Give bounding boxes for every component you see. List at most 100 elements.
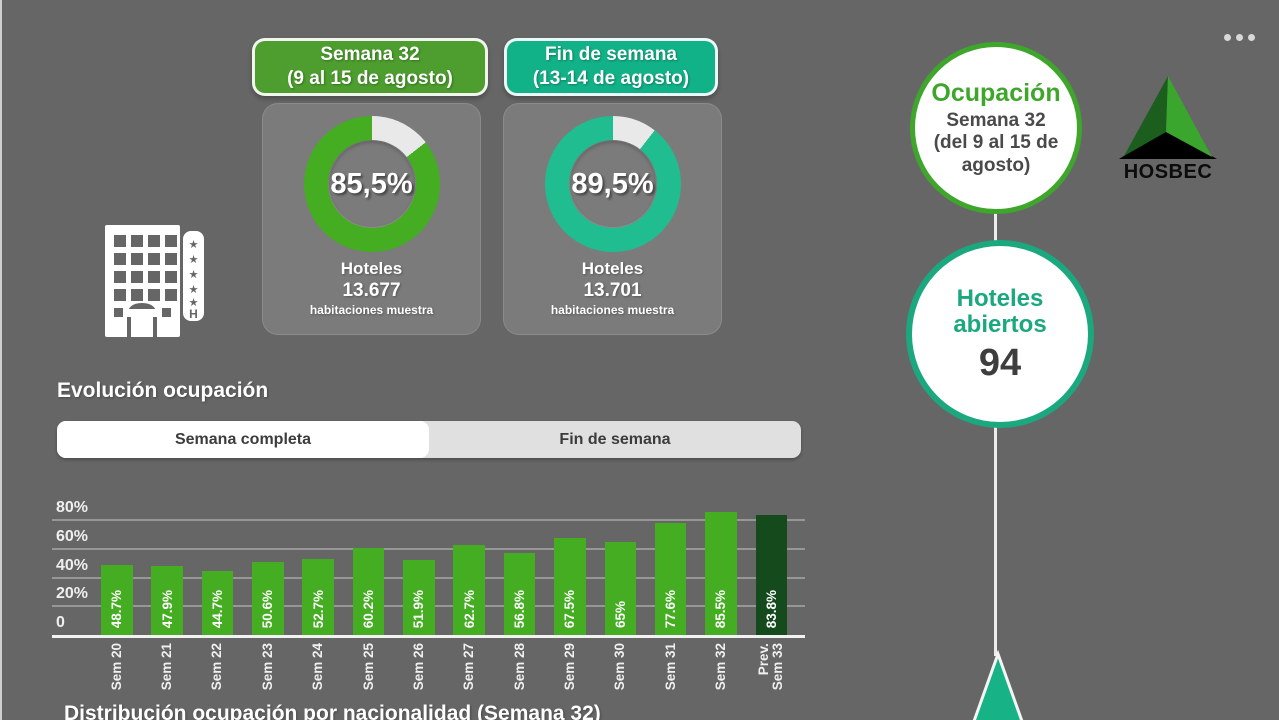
bar-prev--sem-33: 83.8% bbox=[755, 514, 788, 635]
rooms-count: 13.677 bbox=[342, 280, 401, 302]
bar-sem-21: 47.9% bbox=[151, 566, 183, 635]
hotels-label: Hoteles bbox=[581, 259, 644, 278]
x-axis-label: Sem 30 bbox=[612, 643, 628, 691]
hosbec-logo: HOSBEC bbox=[1119, 76, 1217, 182]
bar-sem-20: 48.7% bbox=[101, 564, 133, 635]
bar-value-label: 77.6% bbox=[663, 589, 679, 628]
svg-text:★: ★ bbox=[189, 296, 199, 309]
occupancy-card-week: 85,5% Hoteles 13.677 habitaciones muestr… bbox=[262, 103, 481, 335]
bar-value-label: 44.7% bbox=[209, 589, 225, 628]
donut-hole bbox=[568, 140, 657, 228]
rooms-note: habitaciones muestra bbox=[550, 303, 675, 318]
weekend-pill: Fin de semana (13-14 de agosto) bbox=[504, 38, 718, 96]
bar-sem-22: 44.7% bbox=[201, 570, 234, 635]
left-edge-strip bbox=[0, 0, 2, 720]
y-axis-tick: 0 bbox=[56, 614, 65, 631]
bubble-line: Semana 32 bbox=[946, 110, 1046, 132]
bar-chart: 0 20% 40% 60% 80% 48.7% Sem 20 47.9% Sem 21 44.7%… bbox=[52, 498, 812, 713]
x-axis-label: Sem 32 bbox=[712, 643, 728, 691]
timeline-connector bbox=[994, 426, 997, 656]
ellipsis-menu-icon[interactable] bbox=[1224, 34, 1255, 41]
x-axis-label: Sem 22 bbox=[209, 643, 225, 691]
x-axis-label: Sem 29 bbox=[561, 643, 577, 691]
x-axis-label: Sem 24 bbox=[310, 643, 326, 691]
bar-value-label: 62.7% bbox=[461, 589, 477, 628]
bar-sem-31: 77.6% bbox=[654, 523, 687, 635]
bubble-line: agosto) bbox=[961, 154, 1031, 176]
y-axis-tick: 80% bbox=[56, 499, 89, 516]
bar-value-label: 48.7% bbox=[109, 589, 125, 628]
section-title-evolution: Evolución ocupación bbox=[57, 379, 269, 402]
svg-text:★: ★ bbox=[189, 253, 199, 266]
x-axis-label: Sem 28 bbox=[511, 643, 527, 691]
tab-full-week[interactable]: Semana completa bbox=[57, 421, 429, 458]
x-axis-label: Sem 27 bbox=[461, 643, 477, 691]
evolution-tabbar: Fin de semana Semana completa bbox=[57, 421, 801, 458]
arrow-triangle-icon bbox=[972, 650, 1024, 720]
bar-sem-24: 52.7% bbox=[302, 559, 334, 635]
rooms-note: habitaciones muestra bbox=[309, 303, 434, 318]
bar-value-label: 85.5% bbox=[713, 589, 729, 628]
y-axis-tick: 20% bbox=[56, 585, 89, 603]
donut-chart-week: 85,5% bbox=[303, 116, 440, 252]
bar-sem-28: 56.8% bbox=[503, 553, 536, 635]
bubble-line: abiertos bbox=[953, 311, 1047, 338]
y-axis-tick: 60% bbox=[56, 527, 89, 545]
open-hotels-count: 94 bbox=[978, 341, 1022, 384]
svg-text:★: ★ bbox=[189, 268, 199, 281]
bar-value-label: 52.7% bbox=[310, 589, 326, 628]
occupancy-percent-weekend: 89,5% bbox=[571, 167, 654, 200]
timeline-connector bbox=[994, 212, 997, 242]
bubble-line: (del 9 al 15 de bbox=[933, 132, 1059, 154]
x-axis-label: Sem 31 bbox=[662, 643, 678, 691]
x-axis-label: Sem 21 bbox=[159, 643, 175, 691]
week-pill: Semana 32 (9 al 15 de agosto) bbox=[252, 38, 488, 96]
rooms-count: 13.701 bbox=[583, 280, 642, 302]
open-hotels-bubble: Hoteles abiertos 94 bbox=[906, 240, 1094, 428]
tab-weekend[interactable]: Fin de semana bbox=[559, 430, 671, 448]
donut-hole bbox=[327, 140, 416, 228]
bubble-line: Hoteles bbox=[956, 285, 1044, 313]
x-axis-label: Sem 25 bbox=[360, 643, 376, 691]
svg-text:★: ★ bbox=[189, 238, 199, 251]
occupancy-percent-week: 85,5% bbox=[330, 167, 413, 200]
gridline bbox=[52, 519, 805, 521]
bar-value-label: 56.8% bbox=[512, 589, 528, 628]
bar-sem-32: 85.5% bbox=[705, 512, 737, 635]
x-axis-label: Sem 26 bbox=[410, 643, 426, 691]
occupancy-card-weekend: 89,5% Hoteles 13.701 habitaciones muestr… bbox=[503, 103, 722, 335]
bar-value-label: 65% bbox=[612, 600, 628, 628]
bubble-title: Ocupación bbox=[931, 79, 1061, 108]
svg-text:H: H bbox=[189, 307, 198, 321]
bar-value-label: 60.2% bbox=[361, 589, 376, 628]
week-pill-line1: Semana 32 bbox=[320, 43, 420, 65]
bar-value-label: 50.6% bbox=[260, 589, 276, 628]
donut-chart-weekend: 89,5% bbox=[544, 116, 681, 252]
week-pill-line2: (9 al 15 de agosto) bbox=[287, 68, 453, 89]
section-title-nationality: Distribución ocupación por nacionalidad … bbox=[64, 702, 601, 720]
weekend-pill-line1: Fin de semana bbox=[545, 43, 677, 65]
occupancy-summary-bubble: Ocupación Semana 32 (del 9 al 15 de agos… bbox=[910, 42, 1082, 214]
gridline bbox=[52, 547, 805, 550]
x-axis-label: Sem 23 bbox=[259, 643, 275, 691]
hotel-building-icon: ★★★★★ H bbox=[105, 225, 204, 337]
bar-sem-23: 50.6% bbox=[252, 562, 284, 635]
bar-value-label: 51.9% bbox=[411, 589, 427, 628]
bar-value-label: 67.5% bbox=[562, 589, 578, 628]
bar-sem-25: 60.2% bbox=[352, 548, 385, 635]
y-axis-tick: 40% bbox=[56, 556, 89, 574]
x-axis-line bbox=[52, 635, 805, 638]
svg-text:★: ★ bbox=[189, 283, 199, 296]
x-axis-label: Prev. Sem 33 bbox=[756, 643, 786, 691]
hosbec-logo-text: HOSBEC bbox=[1124, 161, 1213, 182]
weekend-pill-line2: (13-14 de agosto) bbox=[532, 68, 690, 89]
bar-sem-26: 51.9% bbox=[403, 560, 435, 635]
bar-sem-29: 67.5% bbox=[554, 537, 586, 635]
bar-sem-30: 65% bbox=[604, 541, 636, 635]
x-axis-label: Sem 20 bbox=[108, 643, 124, 691]
hotels-label: Hoteles bbox=[340, 259, 403, 278]
bar-sem-27: 62.7% bbox=[453, 544, 485, 635]
bar-value-label: 47.9% bbox=[159, 589, 175, 628]
bar-value-label: 83.8% bbox=[763, 589, 779, 628]
